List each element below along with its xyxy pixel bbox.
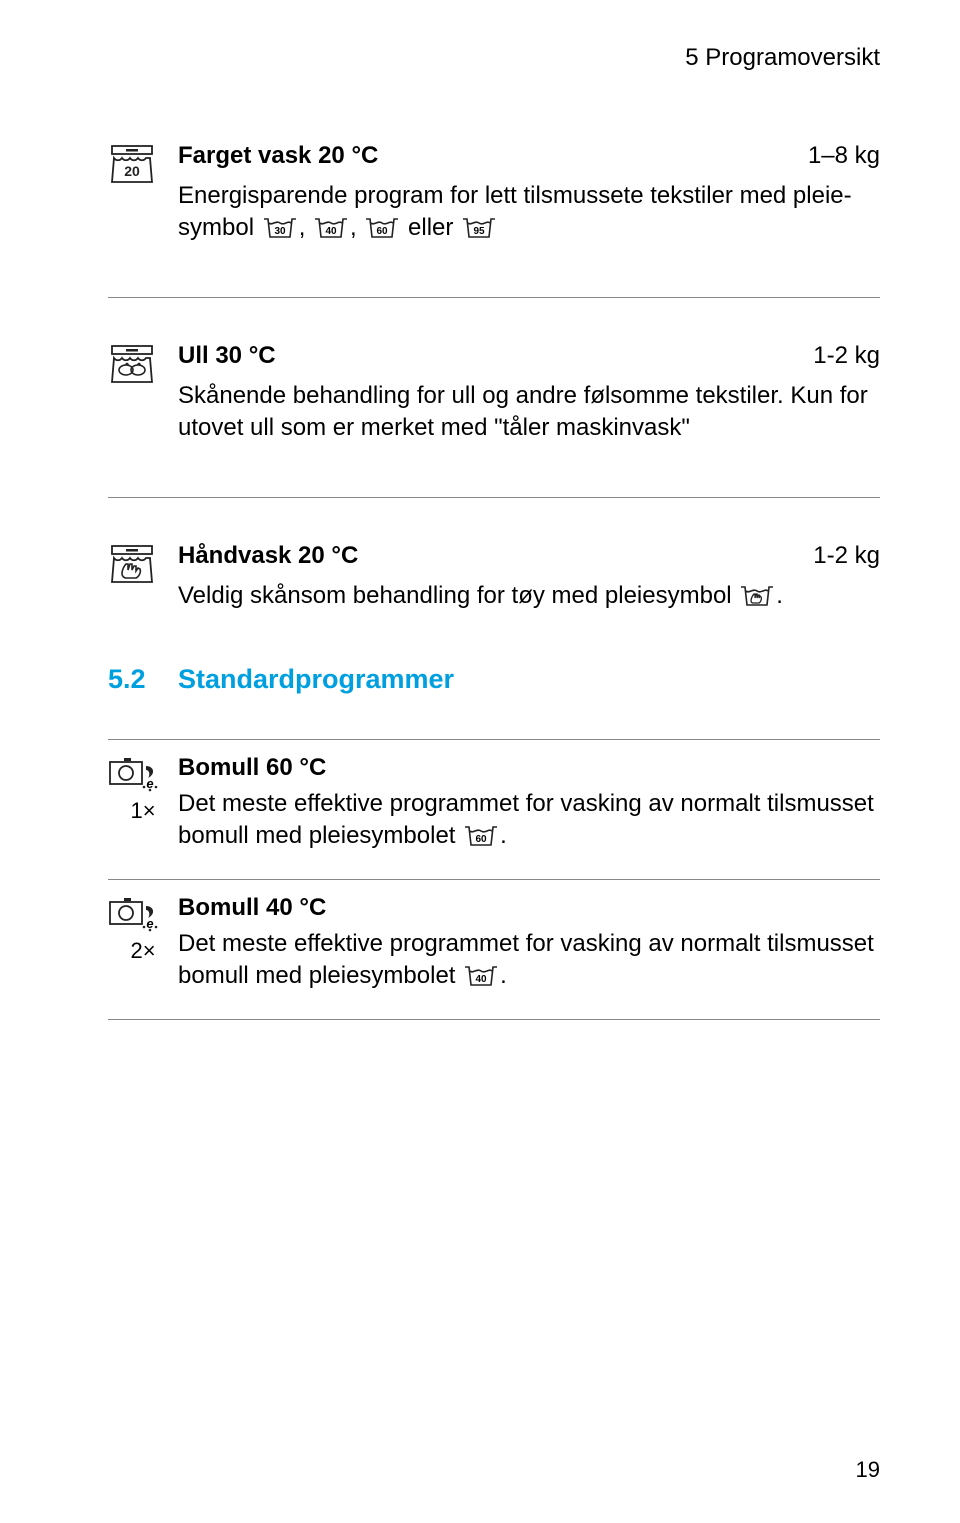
program-title: Ull 30 °C [178,342,276,370]
program-desc: Energisparende program for lett tilsmuss… [178,180,880,245]
svg-text:20: 20 [124,163,140,179]
program-icon-handwash [108,542,178,584]
program-desc: Det meste effektive programmet for vaski… [178,928,880,993]
section-number: 5.2 [108,664,178,695]
program-count: 1× [108,798,178,824]
program-desc: Skånende behandling for ull og andre føl… [178,380,880,445]
svg-text:95: 95 [474,226,486,237]
program-count: 2× [108,938,178,964]
program-icon-20: 20 [108,142,178,184]
program-icon-eco-2x: e 2× [108,894,178,964]
svg-text:40: 40 [325,226,337,237]
program-weight: 1–8 kg [808,142,880,170]
program-desc: Veldig skånsom behandling for tøy med pl… [178,580,880,612]
svg-text:40: 40 [476,974,488,985]
program-icon-eco-1x: e 1× [108,754,178,824]
divider [108,739,880,740]
svg-text:30: 30 [274,226,286,237]
program-title: Bomull 60 °C [178,754,880,782]
program-desc: Det meste effektive programmet for vaski… [178,788,880,853]
divider [108,497,880,498]
page-number: 19 [856,1457,880,1483]
program-icon-wool [108,342,178,384]
program-title: Bomull 40 °C [178,894,880,922]
program-weight: 1-2 kg [813,542,880,570]
program-title: Håndvask 20 °C [178,542,358,570]
section-title: Standardprogrammer [178,664,454,695]
program-title: Farget vask 20 °C [178,142,378,170]
divider [108,879,880,880]
page-header: 5 Programoversikt [108,44,880,72]
svg-text:60: 60 [377,226,389,237]
svg-text:60: 60 [476,834,488,845]
divider [108,1019,880,1020]
divider [108,297,880,298]
program-weight: 1-2 kg [813,342,880,370]
